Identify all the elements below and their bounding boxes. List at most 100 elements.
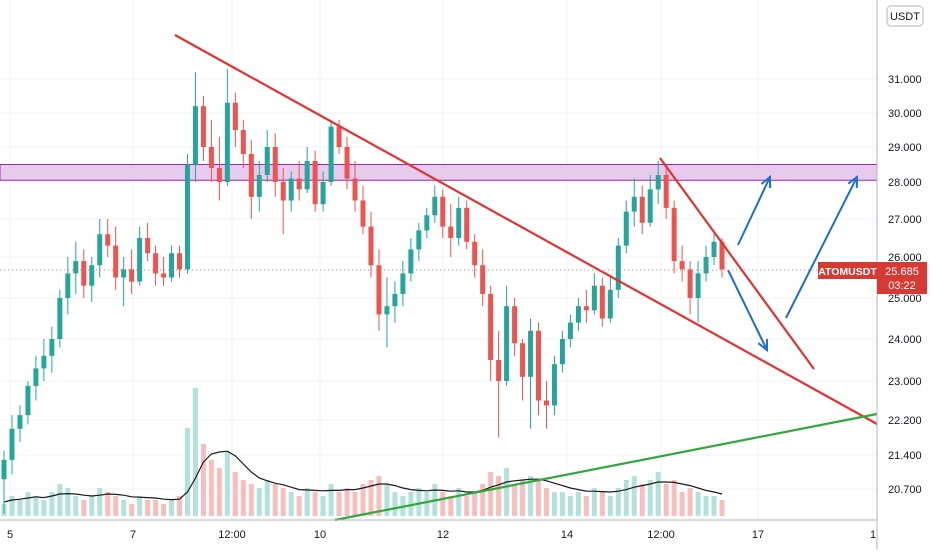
candle: [288, 171, 294, 212]
volume-bar: [607, 496, 613, 516]
drawings: [0, 34, 878, 522]
y-tick-label: 20.700: [888, 484, 922, 496]
volume-bar: [312, 492, 318, 516]
candle: [528, 318, 534, 429]
candle: [328, 119, 334, 186]
volume-bar: [49, 492, 55, 516]
y-tick-label: 28.000: [888, 177, 922, 189]
candle: [376, 249, 382, 331]
volume-bar: [639, 484, 645, 516]
y-tick-label: 29.000: [888, 142, 922, 154]
candle: [192, 72, 198, 182]
descending-trendline[interactable]: [174, 34, 878, 425]
candle: [631, 178, 637, 227]
volume-bar: [384, 484, 390, 516]
candle: [352, 161, 358, 212]
candle: [591, 273, 597, 315]
candle: [416, 222, 422, 262]
volume-bar: [416, 488, 422, 516]
candle: [512, 298, 518, 356]
volume-bar: [392, 492, 398, 516]
volume-bar: [224, 452, 230, 516]
upper-wedge-line[interactable]: [659, 157, 815, 370]
x-tick-label: 10: [314, 529, 326, 541]
candle: [17, 405, 23, 442]
volume-bar: [73, 496, 79, 516]
candlestick-series: [1, 68, 725, 514]
candle: [280, 168, 286, 235]
volume-bar: [65, 488, 71, 516]
candle: [607, 277, 613, 323]
symbol-badge[interactable]: ATOMUSDT: [818, 262, 877, 279]
candle: [448, 204, 454, 257]
volume-bar: [687, 488, 693, 516]
candle: [543, 381, 549, 429]
candle: [240, 119, 246, 168]
y-tick-label: 31.000: [888, 74, 922, 86]
y-tick-label: 22.200: [888, 415, 922, 427]
candle: [169, 245, 175, 282]
candle: [504, 285, 510, 386]
volume-bar: [9, 496, 15, 516]
volume-bar: [177, 496, 183, 516]
candle: [264, 130, 270, 182]
y-tick-label: 21.400: [888, 450, 922, 462]
candle: [687, 261, 693, 315]
currency-badge[interactable]: USDT: [886, 5, 924, 27]
volume-bar: [105, 492, 111, 516]
y-tick-label: 23.000: [888, 376, 922, 388]
volume-bar: [208, 460, 214, 516]
volume-bar: [488, 472, 494, 516]
volume-bar: [543, 488, 549, 516]
x-tick-label: 17: [752, 529, 764, 541]
candle: [575, 298, 581, 331]
candle: [583, 289, 589, 323]
candle: [424, 207, 430, 238]
volume-bar: [200, 444, 206, 516]
volume-bar: [216, 468, 222, 516]
y-tick-label: 26.000: [888, 252, 922, 264]
volume-bar: [575, 492, 581, 516]
projection-arrow-up-2[interactable]: [785, 174, 859, 319]
volume-bar: [97, 488, 103, 516]
candle: [161, 257, 167, 286]
candle: [695, 261, 701, 323]
volume-bar: [248, 484, 254, 516]
candle: [360, 185, 366, 235]
candle: [41, 339, 47, 381]
candle: [33, 355, 39, 401]
volume-bar: [440, 492, 446, 516]
volume-bar: [719, 500, 725, 516]
volume-bar: [528, 476, 534, 516]
last-price-value: 25.685: [885, 266, 919, 278]
last-price-badge[interactable]: 25.685 03:22: [877, 262, 927, 294]
candle: [671, 200, 677, 274]
candle: [384, 277, 390, 348]
rising-support-line[interactable]: [334, 412, 878, 522]
candle: [208, 119, 214, 182]
volume-bar: [464, 496, 470, 516]
volume-bar: [623, 480, 629, 516]
volume-bar: [184, 428, 190, 516]
currency-label: USDT: [890, 11, 920, 23]
volume-bar: [256, 488, 262, 516]
volume-bar: [320, 496, 326, 516]
volume-bar: [161, 504, 167, 516]
candle: [97, 219, 103, 278]
candle: [551, 355, 557, 416]
volume-bar: [360, 484, 366, 516]
x-tick-label: 1: [870, 529, 876, 541]
candle: [488, 285, 494, 381]
volume-bar: [33, 496, 39, 516]
resistance-zone[interactable]: [0, 164, 878, 181]
candle: [256, 161, 262, 212]
projection-arrow-down[interactable]: [727, 269, 769, 353]
volume-bar: [567, 496, 573, 516]
volume-bar: [472, 492, 478, 516]
projection-arrow-up-1[interactable]: [737, 174, 772, 246]
volume-bar: [240, 480, 246, 516]
volume-bar: [663, 484, 669, 516]
y-tick-label: 30.000: [888, 108, 922, 120]
